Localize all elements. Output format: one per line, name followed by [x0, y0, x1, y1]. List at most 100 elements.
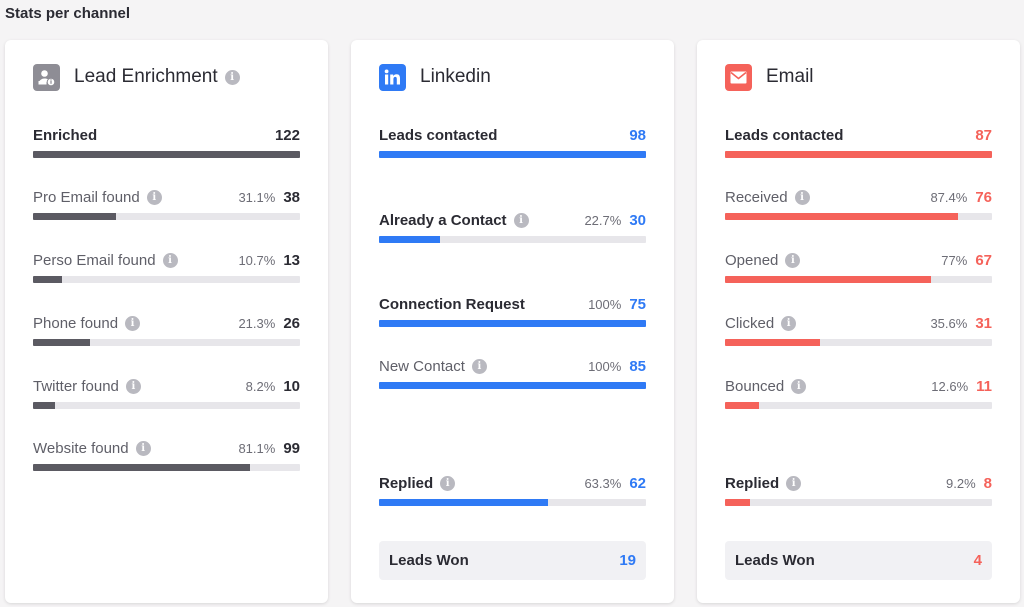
perso-email-value: 13	[283, 251, 300, 269]
em-leads-won-value: 4	[973, 552, 982, 569]
envelope-icon	[725, 63, 752, 91]
received-label: Received	[725, 188, 788, 206]
em-leads-won: Leads Won 4	[725, 541, 992, 580]
bounced-label: Bounced	[725, 377, 785, 395]
pro-email-value: 38	[283, 188, 300, 206]
connection-request-bar	[379, 320, 646, 327]
li-replied-row: Replied i 63.3% 62	[379, 472, 646, 512]
enriched-bar	[33, 151, 300, 158]
connection-request-label: Connection Request	[379, 295, 525, 313]
em-leads-contacted-row: Leads contacted 87	[725, 124, 992, 164]
info-icon[interactable]: i	[224, 69, 240, 85]
twitter-label: Twitter found	[33, 377, 119, 395]
received-row: Received i 87.4% 76	[725, 186, 992, 226]
received-pct: 87.4%	[930, 189, 968, 205]
received-bar-fill	[725, 213, 959, 220]
phone-label: Phone found	[33, 314, 119, 332]
pro-email-bar	[33, 213, 300, 220]
opened-pct: 77%	[941, 252, 968, 268]
li-replied-label: Replied	[379, 474, 434, 492]
info-icon[interactable]: i	[786, 475, 802, 491]
already-contact-row: Already a Contact i 22.7% 30	[379, 209, 646, 249]
connection-request-row: Connection Request 100% 75	[379, 293, 646, 333]
new-contact-label: New Contact	[379, 357, 465, 375]
em-leads-contacted-value: 87	[975, 126, 992, 144]
info-icon[interactable]: i	[125, 378, 141, 394]
bounced-bar	[725, 402, 992, 409]
em-leads-contacted-bar	[725, 151, 992, 158]
li-leads-contacted-row: Leads contacted 98	[379, 124, 646, 164]
info-icon[interactable]: i	[146, 189, 162, 205]
info-icon[interactable]: i	[791, 378, 807, 394]
website-bar	[33, 464, 300, 471]
clicked-bar-fill	[725, 339, 821, 346]
linkedin-header: Linkedin	[379, 63, 491, 91]
new-contact-bar	[379, 382, 646, 389]
li-leads-contacted-value: 98	[629, 126, 646, 144]
lead-enrichment-header: Lead Enrichment i	[33, 63, 240, 91]
info-icon[interactable]: i	[794, 189, 810, 205]
enriched-bar-fill	[33, 151, 300, 158]
li-replied-value: 62	[629, 474, 646, 492]
lead-enrichment-title: Lead Enrichment	[74, 66, 218, 87]
received-value: 76	[975, 188, 992, 206]
opened-bar-fill	[725, 276, 931, 283]
new-contact-value: 85	[629, 357, 646, 375]
perso-email-row: Perso Email found i 10.7% 13	[33, 249, 300, 289]
website-pct: 81.1%	[238, 440, 276, 456]
info-icon[interactable]: i	[440, 475, 456, 491]
phone-bar-fill	[33, 339, 90, 346]
em-leads-contacted-label: Leads contacted	[725, 126, 844, 144]
info-icon[interactable]: i	[162, 252, 178, 268]
info-icon[interactable]: i	[471, 358, 487, 374]
connection-request-bar-fill	[379, 320, 646, 327]
li-replied-bar-fill	[379, 499, 548, 506]
website-value: 99	[283, 439, 300, 457]
info-icon[interactable]: i	[513, 212, 529, 228]
connection-request-pct: 100%	[588, 296, 622, 312]
em-leads-contacted-bar-fill	[725, 151, 992, 158]
opened-label: Opened	[725, 251, 779, 269]
bounced-bar-fill	[725, 402, 759, 409]
em-replied-bar	[725, 499, 992, 506]
info-icon[interactable]: i	[125, 315, 141, 331]
li-leads-won-value: 19	[619, 552, 636, 569]
page-title: Stats per channel	[5, 5, 131, 22]
email-header: Email	[725, 63, 814, 91]
enriched-value: 122	[274, 126, 300, 144]
info-icon[interactable]: i	[781, 315, 797, 331]
em-replied-label: Replied	[725, 474, 780, 492]
em-replied-bar-fill	[725, 499, 750, 506]
clicked-bar	[725, 339, 992, 346]
em-replied-value: 8	[983, 474, 992, 492]
pro-email-pct: 31.1%	[238, 189, 276, 205]
twitter-pct: 8.2%	[245, 378, 276, 394]
li-leads-contacted-bar-fill	[379, 151, 646, 158]
info-icon[interactable]: i	[785, 252, 801, 268]
twitter-value: 10	[283, 377, 300, 395]
linkedin-title: Linkedin	[420, 66, 491, 87]
opened-bar	[725, 276, 992, 283]
perso-email-label: Perso Email found	[33, 251, 156, 269]
bounced-row: Bounced i 12.6% 11	[725, 375, 992, 415]
twitter-row: Twitter found i 8.2% 10	[33, 375, 300, 415]
already-contact-pct: 22.7%	[584, 212, 622, 228]
clicked-value: 31	[975, 314, 992, 332]
already-contact-bar-fill	[379, 236, 440, 243]
bounced-pct: 12.6%	[931, 378, 969, 394]
email-card: Email Leads contacted 87 Received i 87.4%…	[697, 40, 1020, 603]
perso-email-pct: 10.7%	[238, 252, 276, 268]
pro-email-bar-fill	[33, 213, 117, 220]
li-leads-contacted-label: Leads contacted	[379, 126, 498, 144]
new-contact-bar-fill	[379, 382, 646, 389]
li-leads-won-label: Leads Won	[389, 552, 469, 569]
pro-email-row: Pro Email found i 31.1% 38	[33, 186, 300, 226]
perso-email-bar-fill	[33, 276, 62, 283]
bounced-value: 11	[976, 377, 992, 395]
info-icon[interactable]: i	[135, 440, 151, 456]
li-leads-contacted-bar	[379, 151, 646, 158]
twitter-bar	[33, 402, 300, 409]
received-bar	[725, 213, 992, 220]
clicked-row: Clicked i 35.6% 31	[725, 312, 992, 352]
website-bar-fill	[33, 464, 250, 471]
